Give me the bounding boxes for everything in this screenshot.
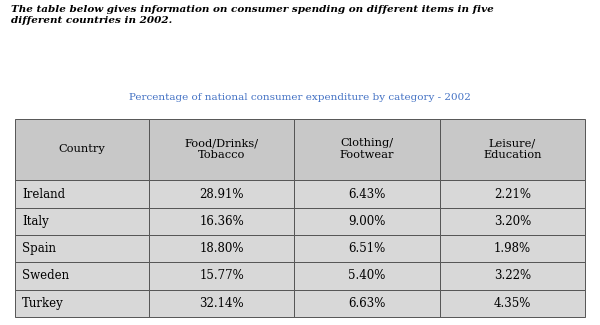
Text: 15.77%: 15.77% [199,269,244,282]
Text: 28.91%: 28.91% [199,188,244,201]
Bar [294,262,440,290]
Bar [149,119,294,180]
Text: Country: Country [59,145,106,154]
Bar [440,208,585,235]
Text: 6.43%: 6.43% [348,188,386,201]
Text: Italy: Italy [22,215,49,228]
Text: 18.80%: 18.80% [199,242,244,255]
Text: 3.22%: 3.22% [494,269,531,282]
Bar [440,180,585,208]
Text: 9.00%: 9.00% [348,215,386,228]
Text: Spain: Spain [22,242,56,255]
Text: 6.63%: 6.63% [348,297,386,310]
Bar [294,235,440,262]
Bar [294,290,440,317]
Text: 32.14%: 32.14% [199,297,244,310]
Text: Food/Drinks/
Tobacco: Food/Drinks/ Tobacco [185,138,259,161]
Bar [15,235,149,262]
Bar [294,180,440,208]
Bar [149,208,294,235]
Text: Sweden: Sweden [22,269,70,282]
Text: Ireland: Ireland [22,188,65,201]
Bar [440,290,585,317]
Bar [149,262,294,290]
Bar [149,290,294,317]
Text: Turkey: Turkey [22,297,64,310]
Bar [294,208,440,235]
Text: 1.98%: 1.98% [494,242,531,255]
Text: Percentage of national consumer expenditure by category - 2002: Percentage of national consumer expendit… [129,93,471,102]
Bar [294,119,440,180]
Bar [15,262,149,290]
Text: Clothing/
Footwear: Clothing/ Footwear [340,138,394,161]
Text: 4.35%: 4.35% [494,297,531,310]
Bar [15,180,149,208]
Bar [440,235,585,262]
Text: Leisure/
Education: Leisure/ Education [483,138,542,161]
Text: The table below gives information on consumer spending on different items in fiv: The table below gives information on con… [11,5,494,25]
Bar [440,262,585,290]
Bar [15,119,149,180]
Text: 2.21%: 2.21% [494,188,531,201]
Text: 5.40%: 5.40% [348,269,386,282]
Text: 16.36%: 16.36% [199,215,244,228]
Bar [440,119,585,180]
Text: 6.51%: 6.51% [349,242,386,255]
Bar [15,290,149,317]
Text: 3.20%: 3.20% [494,215,531,228]
Bar [15,208,149,235]
Bar [149,180,294,208]
Bar [149,235,294,262]
